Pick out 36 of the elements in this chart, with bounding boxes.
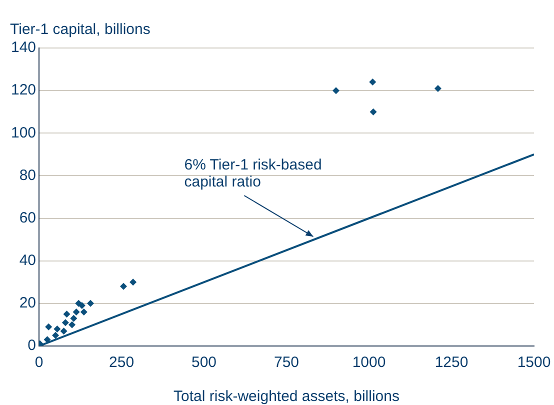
point	[87, 300, 94, 307]
point	[332, 87, 340, 94]
y-tick-label: 80	[19, 166, 36, 184]
y-tick-label: 60	[19, 209, 36, 226]
point	[45, 323, 52, 330]
point	[369, 78, 376, 86]
x-tick-label: 1500	[517, 354, 551, 372]
point	[60, 328, 68, 335]
point	[130, 278, 137, 286]
x-axis-title: Total risk-weighted assets, billions	[174, 388, 400, 405]
y-axis-title: Tier-1 capital, billions	[10, 21, 150, 38]
y-tick-label: 40	[19, 252, 36, 269]
point	[54, 325, 61, 332]
x-tick-label: 500	[192, 354, 217, 372]
point	[370, 108, 377, 116]
point	[62, 319, 69, 326]
point	[44, 336, 51, 344]
y-tick-label: 120	[10, 82, 36, 99]
point	[80, 308, 88, 316]
point	[63, 310, 70, 318]
x-tick-label: 1000	[352, 354, 386, 372]
annotation: 6% Tier-1 risk-based capital ratio	[184, 156, 322, 191]
point	[434, 84, 442, 92]
point	[78, 302, 86, 310]
y-tick-label: 20	[19, 294, 36, 312]
point	[120, 282, 128, 290]
y-tick-label: 100	[10, 124, 36, 142]
point	[72, 308, 80, 316]
y-tick-label: 140	[10, 39, 36, 56]
y-tick-label: 0	[28, 337, 36, 354]
point	[52, 332, 60, 339]
point	[68, 321, 76, 328]
x-tick-label: 750	[274, 354, 300, 372]
x-tick-label: 1250	[434, 354, 468, 372]
x-tick-label: 250	[109, 354, 134, 372]
point	[70, 314, 78, 322]
